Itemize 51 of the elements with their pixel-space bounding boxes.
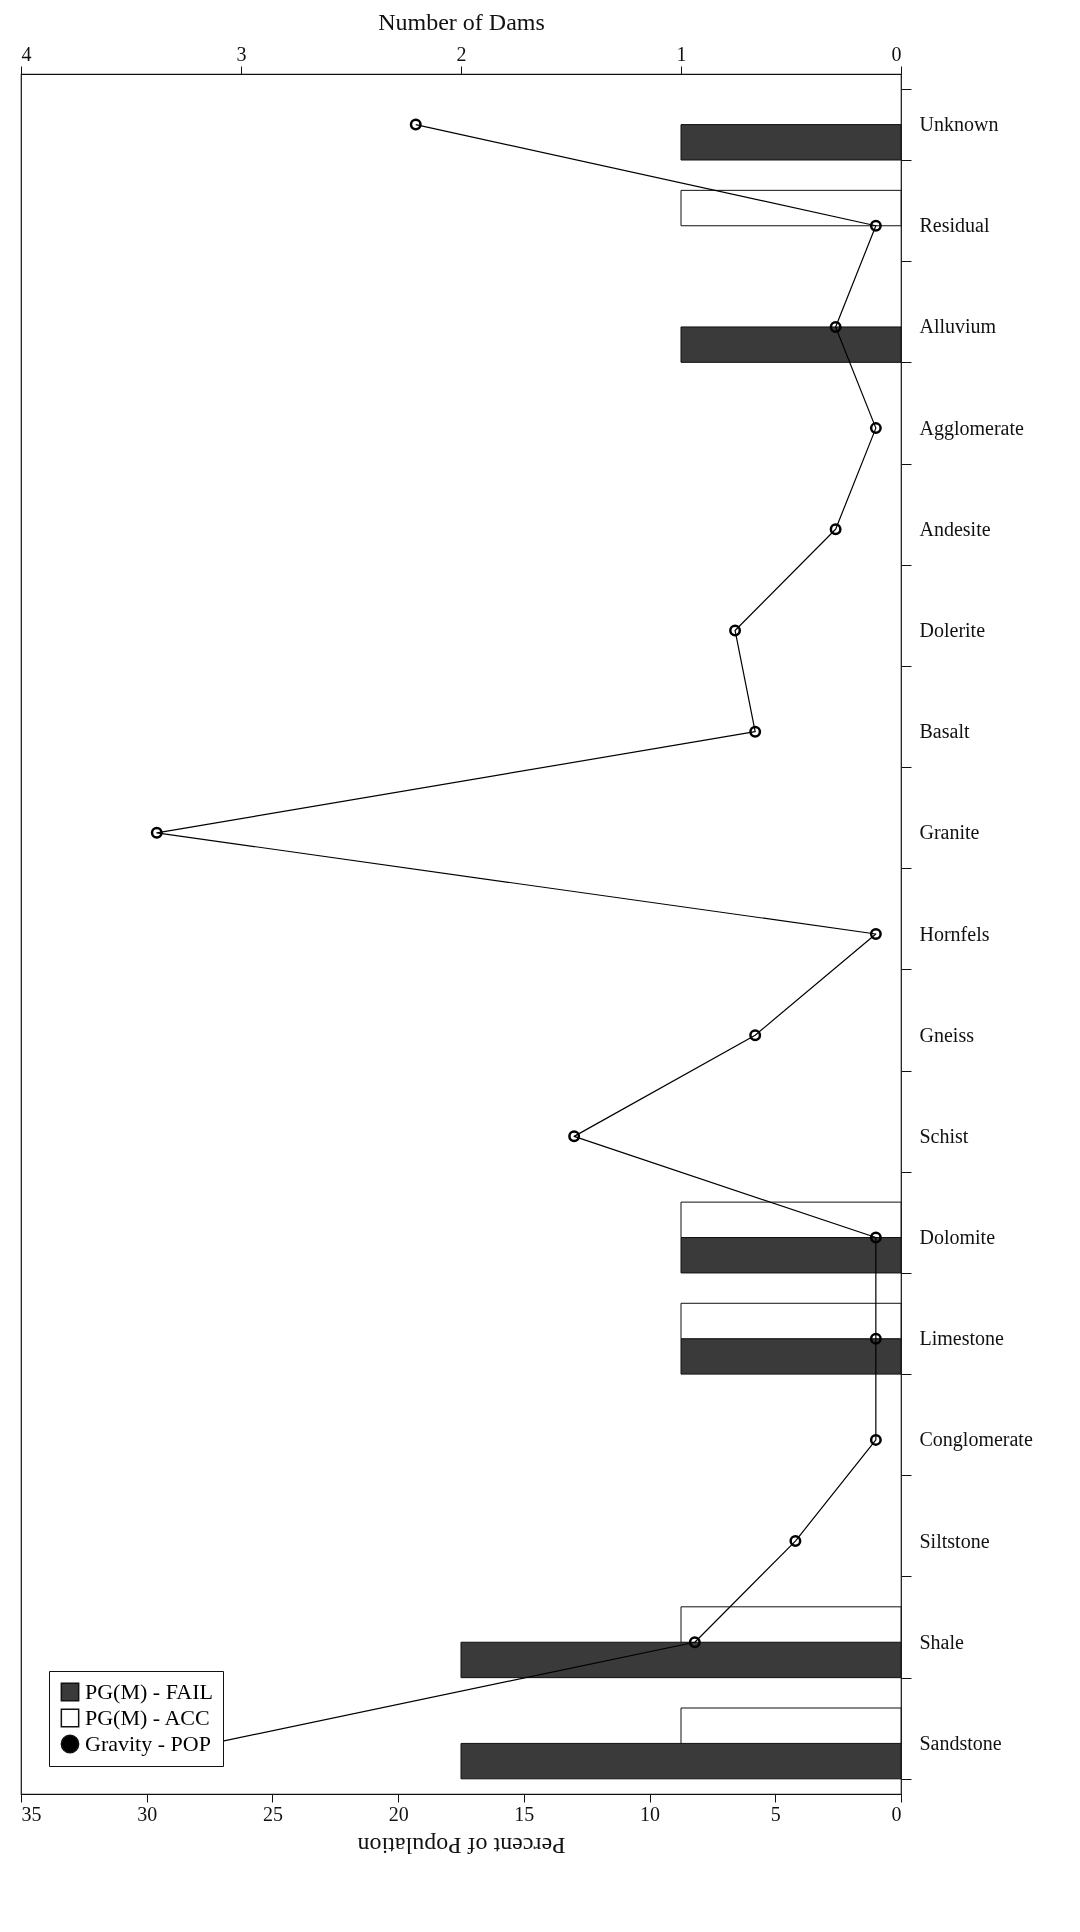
x-axis-title: Percent of Population [357,1832,566,1859]
y-tick-label: Gneiss [919,1023,975,1046]
legend-label: Gravity - POP [85,1731,211,1756]
x2-tick-label: 4 [21,42,32,65]
point [150,826,163,839]
point [869,1231,882,1244]
x-tick-label: 25 [262,1802,283,1825]
x2-tick-label: 1 [676,42,687,65]
point [869,1433,882,1446]
point [568,1130,581,1143]
point [749,1029,762,1042]
y-tick-label: Shale [919,1630,965,1653]
point [729,624,742,637]
y-tick-label: Hornfels [919,922,990,945]
x-tick-label: 30 [137,1802,158,1825]
point [869,1332,882,1345]
y-tick-label: Alluvium [919,315,997,338]
x2-tick-label: 3 [236,42,247,65]
y-tick-label: Dolomite [919,1226,996,1249]
point [829,320,842,333]
y-tick-label: Andesite [919,517,991,540]
x-tick-label: 10 [640,1802,661,1825]
point [749,725,762,738]
y-tick-label: Granite [919,821,980,844]
x2-tick-label: 2 [456,42,467,65]
point [869,422,882,435]
y-tick-label: Siltstone [919,1529,990,1552]
y-tick-label: Schist [919,1124,969,1147]
point [409,118,422,131]
y-tick-label: Conglomerate [919,1428,1033,1452]
x2-axis-title: Number of Dams [378,8,545,35]
x-tick-label: 35 [21,1802,42,1825]
x-tick-label: 5 [770,1802,781,1825]
y-tick-label: Unknown [919,113,999,136]
y-tick-label: Limestone [919,1327,1005,1350]
x-tick-label: 20 [388,1802,409,1825]
point [789,1535,802,1548]
point [688,1636,701,1649]
point [829,523,842,536]
y-tick-label: Agglomerate [919,416,1025,440]
legend-label: PG(M) - FAIL [85,1679,213,1704]
y-tick-label: Basalt [919,720,970,743]
point [869,219,882,232]
y-tick-label: Dolerite [919,618,986,641]
x2-tick-label: 0 [891,42,902,65]
legend-label: PG(M) - ACC [85,1705,210,1730]
x-tick-label: 15 [514,1802,535,1825]
point [869,928,882,940]
y-tick-label: Sandstone [919,1731,1002,1754]
x-tick-label: 0 [891,1802,902,1825]
y-tick-label: Residual [919,214,990,237]
